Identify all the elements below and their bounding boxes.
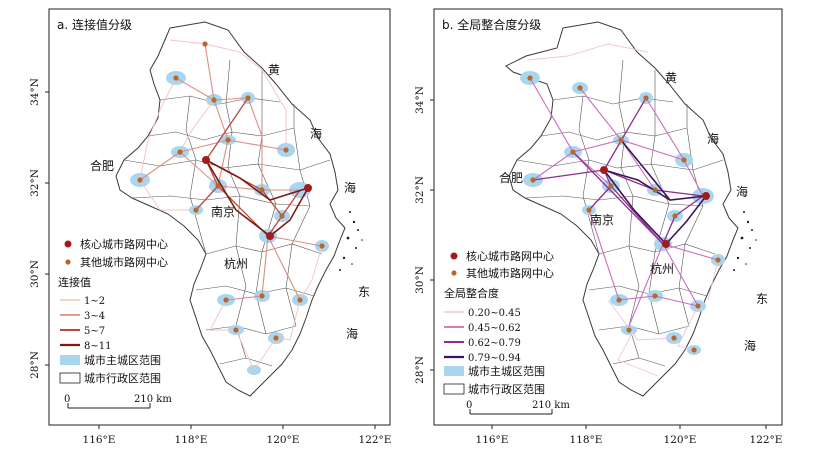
region-boundary	[505, 21, 739, 397]
legend-admin-label: 城市行政区范围	[84, 371, 161, 385]
scale-distance: 210 km	[532, 400, 570, 411]
label-hangzhou: 杭州	[650, 261, 674, 276]
y-tick-32: 32°N	[29, 169, 41, 197]
other-centers	[137, 41, 325, 341]
legend-class-4: 8~11	[84, 341, 111, 352]
y-tick-28: 28°N	[414, 356, 426, 384]
legend-other-label: 其他城市路网中心	[466, 266, 554, 280]
label-hangzhou: 杭州	[224, 256, 248, 271]
map-connectivity: a. 连接值分级 黄 海 海 合肥 南京 杭州 东 海 核心城市路网中心 其他城…	[29, 8, 392, 446]
panel-integration: b. 全局整合度分级 黄 海 海 合肥 南京 杭州 东 海 核心城市路网中心 其…	[408, 0, 815, 463]
y-tick-30: 30°N	[414, 266, 426, 294]
x-tick-118: 118°E	[570, 434, 603, 446]
label-huang: 黄	[665, 71, 677, 85]
legend-class-2: 0.45~0.62	[468, 323, 521, 334]
label-hai-2: 海	[736, 184, 748, 199]
x-tick-120: 120°E	[267, 434, 300, 446]
legend-urban-swatch	[444, 366, 464, 376]
scale-bar: 0 210 km	[64, 394, 172, 409]
x-axis: 116°E 118°E 120°E 122°E	[83, 425, 392, 446]
scale-bar: 0 210 km	[466, 400, 570, 415]
label-hai-1: 海	[707, 131, 719, 146]
legend-title: 连接值	[58, 276, 91, 289]
x-tick-118: 118°E	[175, 434, 208, 446]
legend-class-3: 5~7	[84, 326, 105, 337]
other-centers	[527, 75, 721, 353]
y-tick-28: 28°N	[29, 351, 41, 379]
label-dong: 东	[756, 292, 768, 306]
legend-other-marker	[65, 259, 71, 265]
panel-connectivity: a. 连接值分级 黄 海 海 合肥 南京 杭州 东 海 核心城市路网中心 其他城…	[0, 0, 407, 463]
legend-class-3: 0.62~0.79	[468, 338, 521, 349]
legend-other-label: 其他城市路网中心	[80, 255, 168, 269]
legend-other-marker	[451, 270, 457, 276]
region-boundary	[115, 21, 346, 397]
y-axis: 34°N 32°N 30°N 28°N	[29, 78, 49, 379]
x-tick-122: 122°E	[750, 434, 783, 446]
legend-class-2: 3~4	[84, 311, 105, 322]
legend-admin-swatch	[443, 383, 465, 395]
links-class-4	[205, 159, 309, 237]
legend-urban-swatch	[60, 355, 80, 365]
links-class-2	[139, 43, 323, 301]
x-axis: 116°E 118°E 120°E 122°E	[476, 425, 783, 446]
panel-title: a. 连接值分级	[57, 17, 132, 32]
x-tick-116: 116°E	[476, 434, 509, 446]
y-tick-34: 34°N	[29, 78, 41, 106]
scale-zero: 0	[466, 400, 472, 411]
label-huang: 黄	[268, 63, 280, 77]
road-network-integration	[527, 43, 719, 377]
legend-admin-swatch	[59, 372, 81, 384]
legend-urban-label: 城市主城区范围	[468, 364, 545, 378]
legend-class-4: 0.79~0.94	[468, 353, 521, 364]
links-class-1	[527, 43, 719, 377]
legend-core-label: 核心城市路网中心	[466, 249, 554, 263]
links-class-1	[139, 39, 323, 371]
scale-zero: 0	[64, 394, 70, 405]
legend-core-marker	[450, 252, 458, 260]
coastal-islands	[339, 211, 363, 271]
x-tick-116: 116°E	[83, 434, 116, 446]
panel-title: b. 全局整合度分级	[442, 17, 541, 32]
label-hai-3: 海	[744, 338, 756, 353]
legend-class-1: 0.20~0.45	[468, 308, 521, 319]
legend-title: 全局整合度	[444, 286, 499, 300]
legend-integration: 核心城市路网中心 其他城市路网中心 全局整合度 0.20~0.45 0.45~0…	[443, 249, 554, 396]
coastal-islands	[733, 211, 757, 271]
legend-connectivity: 核心城市路网中心 其他城市路网中心 连接值 1~2 3~4 5~7 8~11 城…	[58, 237, 168, 385]
x-tick-122: 122°E	[359, 434, 392, 446]
label-dong: 东	[358, 285, 370, 299]
label-hefei: 合肥	[90, 158, 114, 173]
label-hefei: 合肥	[499, 170, 523, 185]
legend-class-1: 1~2	[84, 296, 105, 307]
map-integration: b. 全局整合度分级 黄 海 海 合肥 南京 杭州 东 海 核心城市路网中心 其…	[414, 8, 783, 446]
y-axis: 34°N 32°N 30°N 28°N	[414, 86, 434, 384]
label-hai-3: 海	[346, 326, 358, 341]
label-nanjing: 南京	[211, 204, 235, 219]
legend-urban-label: 城市主城区范围	[84, 353, 161, 367]
y-tick-32: 32°N	[414, 176, 426, 204]
scale-distance: 210 km	[134, 394, 172, 405]
legend-core-label: 核心城市路网中心	[80, 237, 168, 251]
core-centers	[600, 166, 710, 248]
legend-admin-label: 城市行政区范围	[468, 382, 545, 396]
y-tick-34: 34°N	[414, 86, 426, 114]
x-tick-120: 120°E	[664, 434, 697, 446]
legend-core-marker	[64, 240, 72, 248]
label-hai-2: 海	[344, 180, 356, 195]
core-centers	[202, 156, 312, 240]
label-hai-1: 海	[310, 126, 322, 141]
label-nanjing: 南京	[590, 212, 614, 227]
y-tick-30: 30°N	[29, 260, 41, 288]
